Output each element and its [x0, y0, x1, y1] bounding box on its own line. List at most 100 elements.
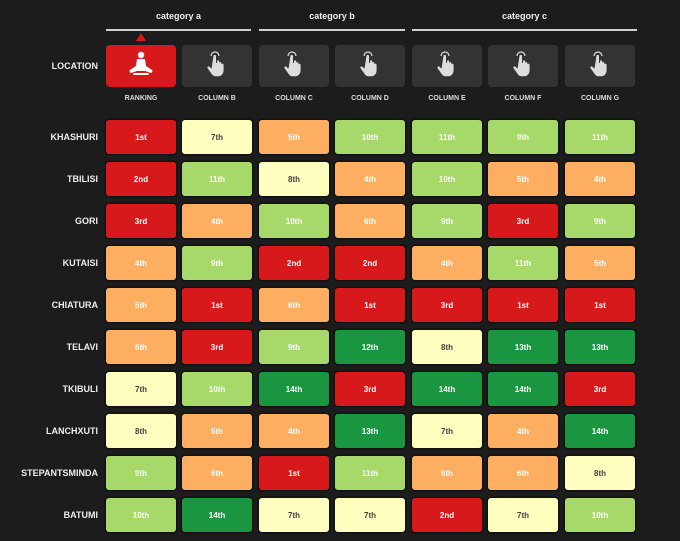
rank-cell[interactable]: 5th [259, 120, 329, 154]
rank-cell[interactable]: 11th [565, 120, 635, 154]
rank-cell[interactable]: 7th [335, 498, 405, 532]
rank-cell[interactable]: 1st [182, 288, 252, 322]
rank-cell[interactable]: 7th [488, 498, 558, 532]
rank-cell[interactable]: 14th [259, 372, 329, 406]
location-label: STEPANTSMINDA [21, 468, 98, 478]
rank-cell[interactable]: 10th [182, 372, 252, 406]
rank-cell[interactable]: 6th [335, 204, 405, 238]
rank-cell[interactable]: 2nd [335, 246, 405, 280]
rank-cell[interactable]: 9th [412, 204, 482, 238]
rank-cell[interactable]: 5th [488, 162, 558, 196]
rank-cell[interactable]: 4th [182, 204, 252, 238]
rank-cell[interactable]: 11th [488, 246, 558, 280]
rank-cell[interactable]: 10th [259, 204, 329, 238]
location-label: TKIBULI [62, 384, 99, 394]
rank-cell[interactable]: 3rd [488, 204, 558, 238]
rank-cell[interactable]: 14th [488, 372, 558, 406]
rank-cell[interactable]: 9th [565, 204, 635, 238]
column-label: COLUMN E [428, 95, 466, 102]
location-label: KHASHURI [50, 132, 98, 142]
category-header-1: category a [106, 11, 251, 31]
column-header-button-2[interactable] [182, 45, 252, 87]
pointer-hand-icon [435, 50, 459, 83]
rank-cell[interactable]: 6th [412, 456, 482, 490]
rank-cell[interactable]: 11th [412, 120, 482, 154]
rank-cell[interactable]: 8th [565, 456, 635, 490]
rank-cell[interactable]: 6th [259, 288, 329, 322]
rank-cell[interactable]: 9th [182, 246, 252, 280]
location-label: LANCHXUTI [46, 426, 98, 436]
pointer-hand-icon [511, 50, 535, 83]
rank-cell[interactable]: 1st [259, 456, 329, 490]
rank-cell[interactable]: 4th [106, 246, 176, 280]
pointer-hand-icon [588, 50, 612, 83]
rank-cell[interactable]: 2nd [106, 162, 176, 196]
column-label: RANKING [124, 95, 158, 102]
rank-cell[interactable]: 6th [488, 456, 558, 490]
rank-cell[interactable]: 4th [412, 246, 482, 280]
column-header-button-3[interactable] [259, 45, 329, 87]
rank-cell[interactable]: 14th [565, 414, 635, 448]
rank-cell[interactable]: 1st [335, 288, 405, 322]
rank-cell[interactable]: 5th [182, 414, 252, 448]
location-label: CHIATURA [51, 300, 98, 310]
column-header-button-6[interactable] [488, 45, 558, 87]
rank-cell[interactable]: 12th [335, 330, 405, 364]
rank-cell[interactable]: 11th [335, 456, 405, 490]
rank-cell[interactable]: 11th [182, 162, 252, 196]
rank-cell[interactable]: 1st [488, 288, 558, 322]
column-label: COLUMN D [351, 95, 389, 102]
rank-cell[interactable]: 3rd [106, 204, 176, 238]
rank-cell[interactable]: 6th [106, 330, 176, 364]
rank-cell[interactable]: 4th [259, 414, 329, 448]
rank-cell[interactable]: 5th [106, 288, 176, 322]
rank-cell[interactable]: 14th [412, 372, 482, 406]
pointer-hand-icon [205, 50, 229, 83]
rank-cell[interactable]: 2nd [412, 498, 482, 532]
rank-cell[interactable]: 5th [565, 246, 635, 280]
rank-cell[interactable]: 8th [106, 414, 176, 448]
rank-cell[interactable]: 9th [259, 330, 329, 364]
rank-cell[interactable]: 7th [259, 498, 329, 532]
rank-cell[interactable]: 9th [106, 456, 176, 490]
sort-arrow-icon [136, 33, 146, 41]
rank-cell[interactable]: 7th [412, 414, 482, 448]
rank-cell[interactable]: 7th [106, 372, 176, 406]
column-label: COLUMN C [275, 95, 313, 102]
column-header-button-7[interactable] [565, 45, 635, 87]
rank-cell[interactable]: 8th [412, 330, 482, 364]
rank-cell[interactable]: 13th [565, 330, 635, 364]
rank-cell[interactable]: 8th [259, 162, 329, 196]
rank-cell[interactable]: 10th [565, 498, 635, 532]
location-label: GORI [74, 216, 98, 226]
rank-cell[interactable]: 9th [488, 120, 558, 154]
location-label: KUTAISI [62, 258, 98, 268]
pointer-hand-icon [282, 50, 306, 83]
rank-cell[interactable]: 2nd [259, 246, 329, 280]
rank-cell[interactable]: 7th [182, 120, 252, 154]
rank-cell[interactable]: 13th [335, 414, 405, 448]
rank-cell[interactable]: 10th [106, 498, 176, 532]
rank-cell[interactable]: 3rd [565, 372, 635, 406]
rank-cell[interactable]: 1st [106, 120, 176, 154]
category-header-2: category b [259, 11, 405, 31]
rank-cell[interactable]: 14th [182, 498, 252, 532]
column-header-button-4[interactable] [335, 45, 405, 87]
column-label: COLUMN B [198, 95, 236, 102]
column-header-button-5[interactable] [412, 45, 482, 87]
rank-cell[interactable]: 3rd [335, 372, 405, 406]
rank-cell[interactable]: 13th [488, 330, 558, 364]
rank-cell[interactable]: 4th [335, 162, 405, 196]
column-label: COLUMN F [504, 95, 542, 102]
rank-cell[interactable]: 1st [565, 288, 635, 322]
rank-cell[interactable]: 3rd [182, 330, 252, 364]
rank-cell[interactable]: 4th [565, 162, 635, 196]
rank-cell[interactable]: 6th [182, 456, 252, 490]
rank-cell[interactable]: 4th [488, 414, 558, 448]
rank-cell[interactable]: 3rd [412, 288, 482, 322]
meditation-icon [126, 49, 156, 84]
rank-cell[interactable]: 10th [412, 162, 482, 196]
rank-cell[interactable]: 10th [335, 120, 405, 154]
location-label: TBILISI [67, 174, 98, 184]
column-header-button-1[interactable] [106, 45, 176, 87]
